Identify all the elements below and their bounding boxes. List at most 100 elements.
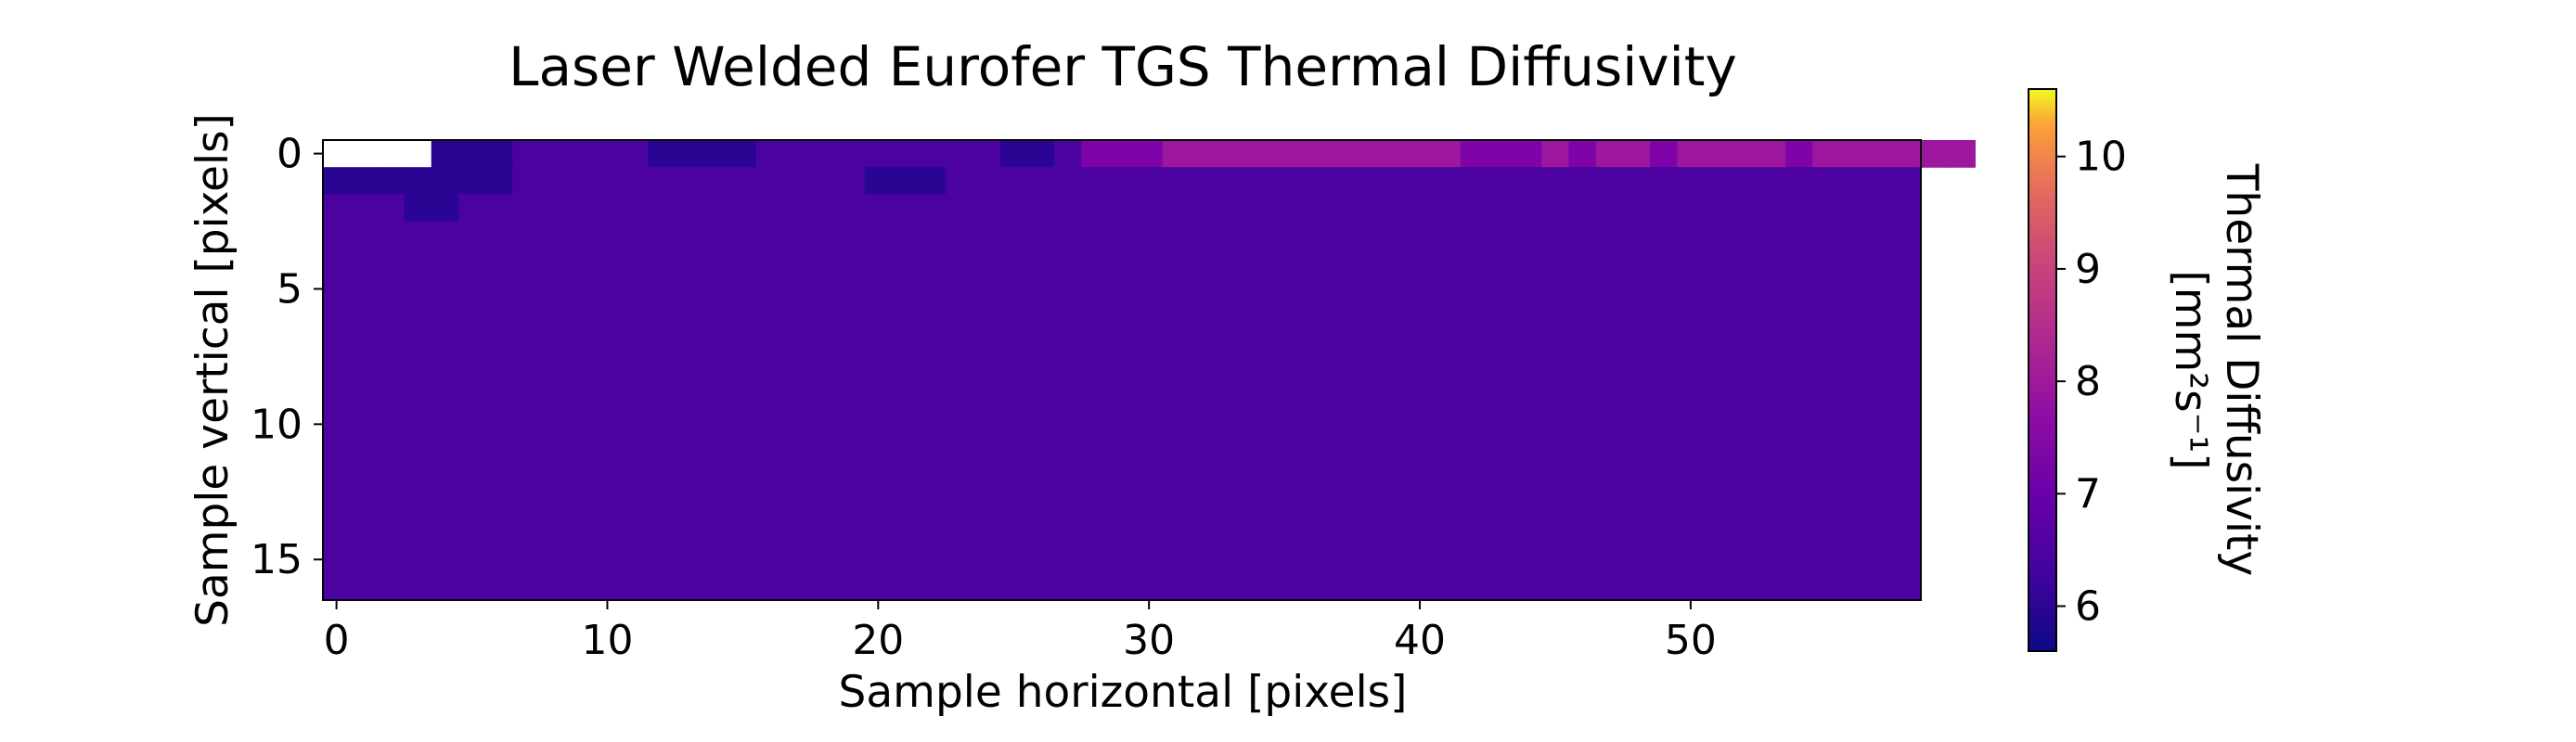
heatmap-cell: [1622, 140, 1651, 168]
heatmap-cell: [1568, 465, 1597, 493]
heatmap-cell: [1433, 302, 1462, 330]
heatmap-cell: [999, 492, 1028, 520]
heatmap-cell: [1243, 356, 1272, 385]
heatmap-cell: [1352, 167, 1380, 195]
heatmap-cell: [755, 383, 784, 412]
heatmap-cell: [1514, 329, 1542, 358]
heatmap-cell: [1677, 465, 1706, 493]
heatmap-cell: [946, 465, 974, 493]
heatmap-cell: [1297, 248, 1326, 276]
heatmap-cell: [1217, 221, 1244, 249]
heatmap-cell: [1460, 545, 1488, 574]
heatmap-cell: [566, 221, 595, 249]
heatmap-cell: [675, 275, 703, 303]
heatmap-cell: [1595, 572, 1624, 601]
heatmap-cell: [1270, 275, 1299, 303]
heatmap-cell: [999, 518, 1028, 547]
colorbar-units: [mm²s⁻¹]: [2165, 270, 2216, 469]
heatmap-cell: [1650, 572, 1678, 601]
heatmap-cell: [1866, 410, 1895, 439]
heatmap-cell: [648, 140, 676, 168]
heatmap-cell: [1893, 410, 1922, 439]
heatmap-cell: [1785, 248, 1813, 276]
heatmap-cell: [1595, 248, 1624, 276]
heatmap-cell: [1622, 329, 1651, 358]
heatmap-cell: [1379, 356, 1408, 385]
heatmap-cell: [810, 545, 839, 574]
heatmap-cell: [539, 140, 568, 168]
heatmap-cell: [1758, 437, 1786, 466]
heatmap-cell: [1352, 140, 1380, 168]
heatmap-cell: [1270, 518, 1299, 547]
heatmap-cell: [783, 140, 811, 168]
heatmap-cell: [783, 275, 811, 303]
heatmap-cell: [1026, 140, 1055, 168]
heatmap-cell: [1379, 518, 1408, 547]
heatmap-cell: [485, 140, 513, 168]
heatmap-cell: [350, 437, 378, 466]
heatmap-cell: [1785, 492, 1813, 520]
heatmap-cell: [377, 572, 406, 601]
heatmap-cell: [999, 329, 1028, 358]
heatmap-cell: [1270, 545, 1299, 574]
heatmap-cell: [1704, 194, 1732, 223]
x-axis-ticks: 0 10 20 30 40 50: [324, 600, 1717, 664]
heatmap-cell: [539, 194, 568, 223]
heatmap-cell: [675, 221, 703, 249]
heatmap-cell: [1541, 572, 1570, 601]
heatmap-cell: [1460, 221, 1488, 249]
heatmap-cell: [837, 437, 866, 466]
heatmap-cell: [891, 410, 920, 439]
heatmap-cell: [946, 437, 974, 466]
heatmap-cell: [1704, 356, 1732, 385]
x-axis-label: Sample horizontal [pixels]: [839, 667, 1408, 718]
heatmap-cell: [1108, 140, 1137, 168]
heatmap-cell: [566, 194, 595, 223]
heatmap-cell: [539, 383, 568, 412]
heatmap-cell: [1217, 140, 1244, 168]
heatmap-cell: [1677, 572, 1706, 601]
heatmap-cell: [566, 329, 595, 358]
heatmap-cell: [1081, 248, 1110, 276]
heatmap-cell: [1758, 221, 1786, 249]
heatmap-cell: [1162, 275, 1191, 303]
heatmap-cell: [1758, 465, 1786, 493]
heatmap-cell: [1162, 465, 1191, 493]
heatmap-cell: [1866, 302, 1895, 330]
heatmap-cell: [1622, 383, 1651, 412]
heatmap-cell: [431, 545, 459, 574]
heatmap-cell: [1893, 302, 1922, 330]
heatmap-cell: [1595, 492, 1624, 520]
heatmap-cell: [431, 410, 459, 439]
heatmap-cell: [946, 302, 974, 330]
heatmap-cell: [323, 572, 351, 601]
heatmap-cell: [1650, 329, 1678, 358]
heatmap-cell: [1270, 572, 1299, 601]
heatmap-cell: [1324, 275, 1353, 303]
heatmap-cell: [755, 356, 784, 385]
heatmap-cell: [728, 410, 757, 439]
heatmap-cell: [350, 356, 378, 385]
heatmap-cell: [1839, 221, 1868, 249]
heatmap-cell: [1704, 248, 1732, 276]
heatmap-cell: [837, 221, 866, 249]
heatmap-cell: [891, 221, 920, 249]
heatmap-cell: [1622, 248, 1651, 276]
heatmap-cell: [783, 194, 811, 223]
heatmap-cell: [1217, 492, 1244, 520]
heatmap-cell: [1758, 356, 1786, 385]
heatmap-cell: [1324, 383, 1353, 412]
heatmap-cell: [1352, 465, 1380, 493]
heatmap-cell: [485, 248, 513, 276]
heatmap-cell: [1433, 275, 1462, 303]
heatmap-cell: [1785, 437, 1813, 466]
heatmap-cell: [728, 140, 757, 168]
heatmap-cell: [1379, 410, 1408, 439]
heatmap-cell: [1650, 410, 1678, 439]
heatmap-cell: [891, 492, 920, 520]
heatmap-cell: [1541, 275, 1570, 303]
heatmap-cell: [1406, 383, 1435, 412]
heatmap-cell: [783, 465, 811, 493]
heatmap-cell: [593, 329, 622, 358]
heatmap-cell: [1677, 140, 1706, 168]
